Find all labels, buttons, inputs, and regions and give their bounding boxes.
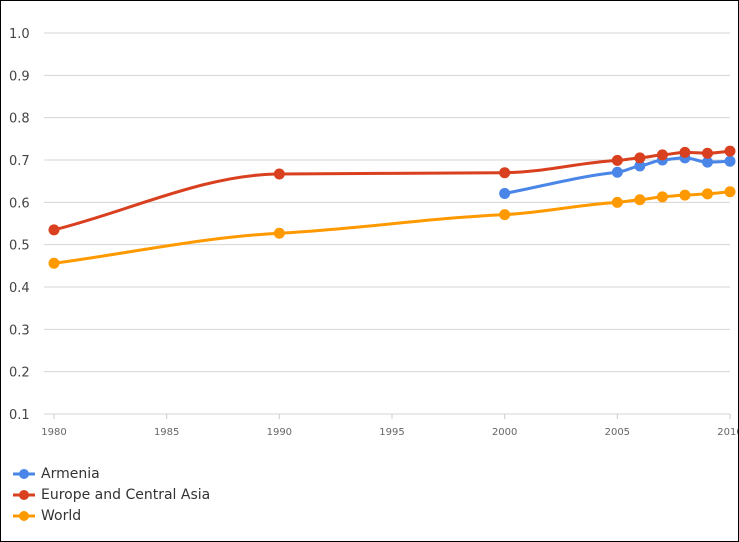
data-point-world[interactable] xyxy=(679,189,691,201)
data-point-world[interactable] xyxy=(656,191,668,203)
data-point-armenia[interactable] xyxy=(701,156,713,168)
data-point-armenia[interactable] xyxy=(634,160,646,172)
data-point-europe-and-central-asia[interactable] xyxy=(273,168,285,180)
series-points xyxy=(48,145,736,269)
x-tick-label: 1995 xyxy=(379,427,404,438)
series-line-europe-and-central-asia xyxy=(52,149,732,232)
data-point-world[interactable] xyxy=(634,194,646,206)
data-point-europe-and-central-asia[interactable] xyxy=(48,224,60,236)
data-point-world[interactable] xyxy=(48,257,60,269)
x-tick-label: 2005 xyxy=(605,427,630,438)
line-chart: 0.10.20.30.40.50.60.70.80.91.0 1980 1985 1… xyxy=(9,27,738,438)
grid-lines xyxy=(44,32,730,415)
x-tick-label: 1985 xyxy=(154,427,179,438)
y-tick-label: 0.1 xyxy=(9,408,30,423)
data-point-europe-and-central-asia[interactable] xyxy=(611,154,623,166)
data-point-europe-and-central-asia[interactable] xyxy=(701,147,713,159)
y-tick-label: 0.7 xyxy=(9,154,30,169)
data-point-europe-and-central-asia[interactable] xyxy=(656,149,668,161)
y-tick-label: 0.8 xyxy=(9,112,30,127)
legend-item-world[interactable]: World xyxy=(13,505,210,526)
y-tick-label: 0.3 xyxy=(9,323,30,338)
legend: Armenia Europe and Central Asia World xyxy=(13,463,210,526)
y-axis-ticks: 0.1 0.2 0.3 0.4 0.5 0.6 0.7 0.8 0.9 1.0 xyxy=(9,27,30,423)
x-axis-ticks: 1980 1985 1990 1995 2000 2005 2010 xyxy=(41,414,738,438)
data-point-world[interactable] xyxy=(701,188,713,200)
x-tick-label: 2000 xyxy=(492,427,517,438)
data-point-world[interactable] xyxy=(273,227,285,239)
legend-item-europe-and-central-asia[interactable]: Europe and Central Asia xyxy=(13,484,210,505)
legend-item-armenia[interactable]: Armenia xyxy=(13,463,210,484)
x-tick-label: 1980 xyxy=(41,427,66,438)
legend-swatch xyxy=(13,510,35,521)
legend-label: Europe and Central Asia xyxy=(41,486,211,503)
y-tick-label: 1.0 xyxy=(9,27,30,42)
data-point-world[interactable] xyxy=(611,196,623,208)
data-point-world[interactable] xyxy=(724,186,736,198)
data-point-armenia[interactable] xyxy=(724,155,736,167)
legend-swatch xyxy=(13,489,35,500)
legend-label: Armenia xyxy=(41,465,100,482)
data-point-armenia[interactable] xyxy=(499,187,511,199)
data-point-world[interactable] xyxy=(499,209,511,221)
x-tick-label: 1990 xyxy=(267,427,292,438)
y-tick-label: 0.6 xyxy=(9,196,30,211)
legend-swatch xyxy=(13,468,35,479)
y-tick-label: 0.5 xyxy=(9,239,30,254)
data-point-europe-and-central-asia[interactable] xyxy=(724,145,736,157)
legend-label: World xyxy=(41,507,82,524)
series-lines xyxy=(52,149,732,265)
data-point-armenia[interactable] xyxy=(611,166,623,178)
data-point-europe-and-central-asia[interactable] xyxy=(634,152,646,164)
data-point-europe-and-central-asia[interactable] xyxy=(499,167,511,179)
data-point-europe-and-central-asia[interactable] xyxy=(679,146,691,158)
y-tick-label: 0.2 xyxy=(9,366,30,381)
y-tick-label: 0.9 xyxy=(9,69,30,84)
x-tick-label: 2010 xyxy=(717,427,738,438)
y-tick-label: 0.4 xyxy=(9,281,30,296)
